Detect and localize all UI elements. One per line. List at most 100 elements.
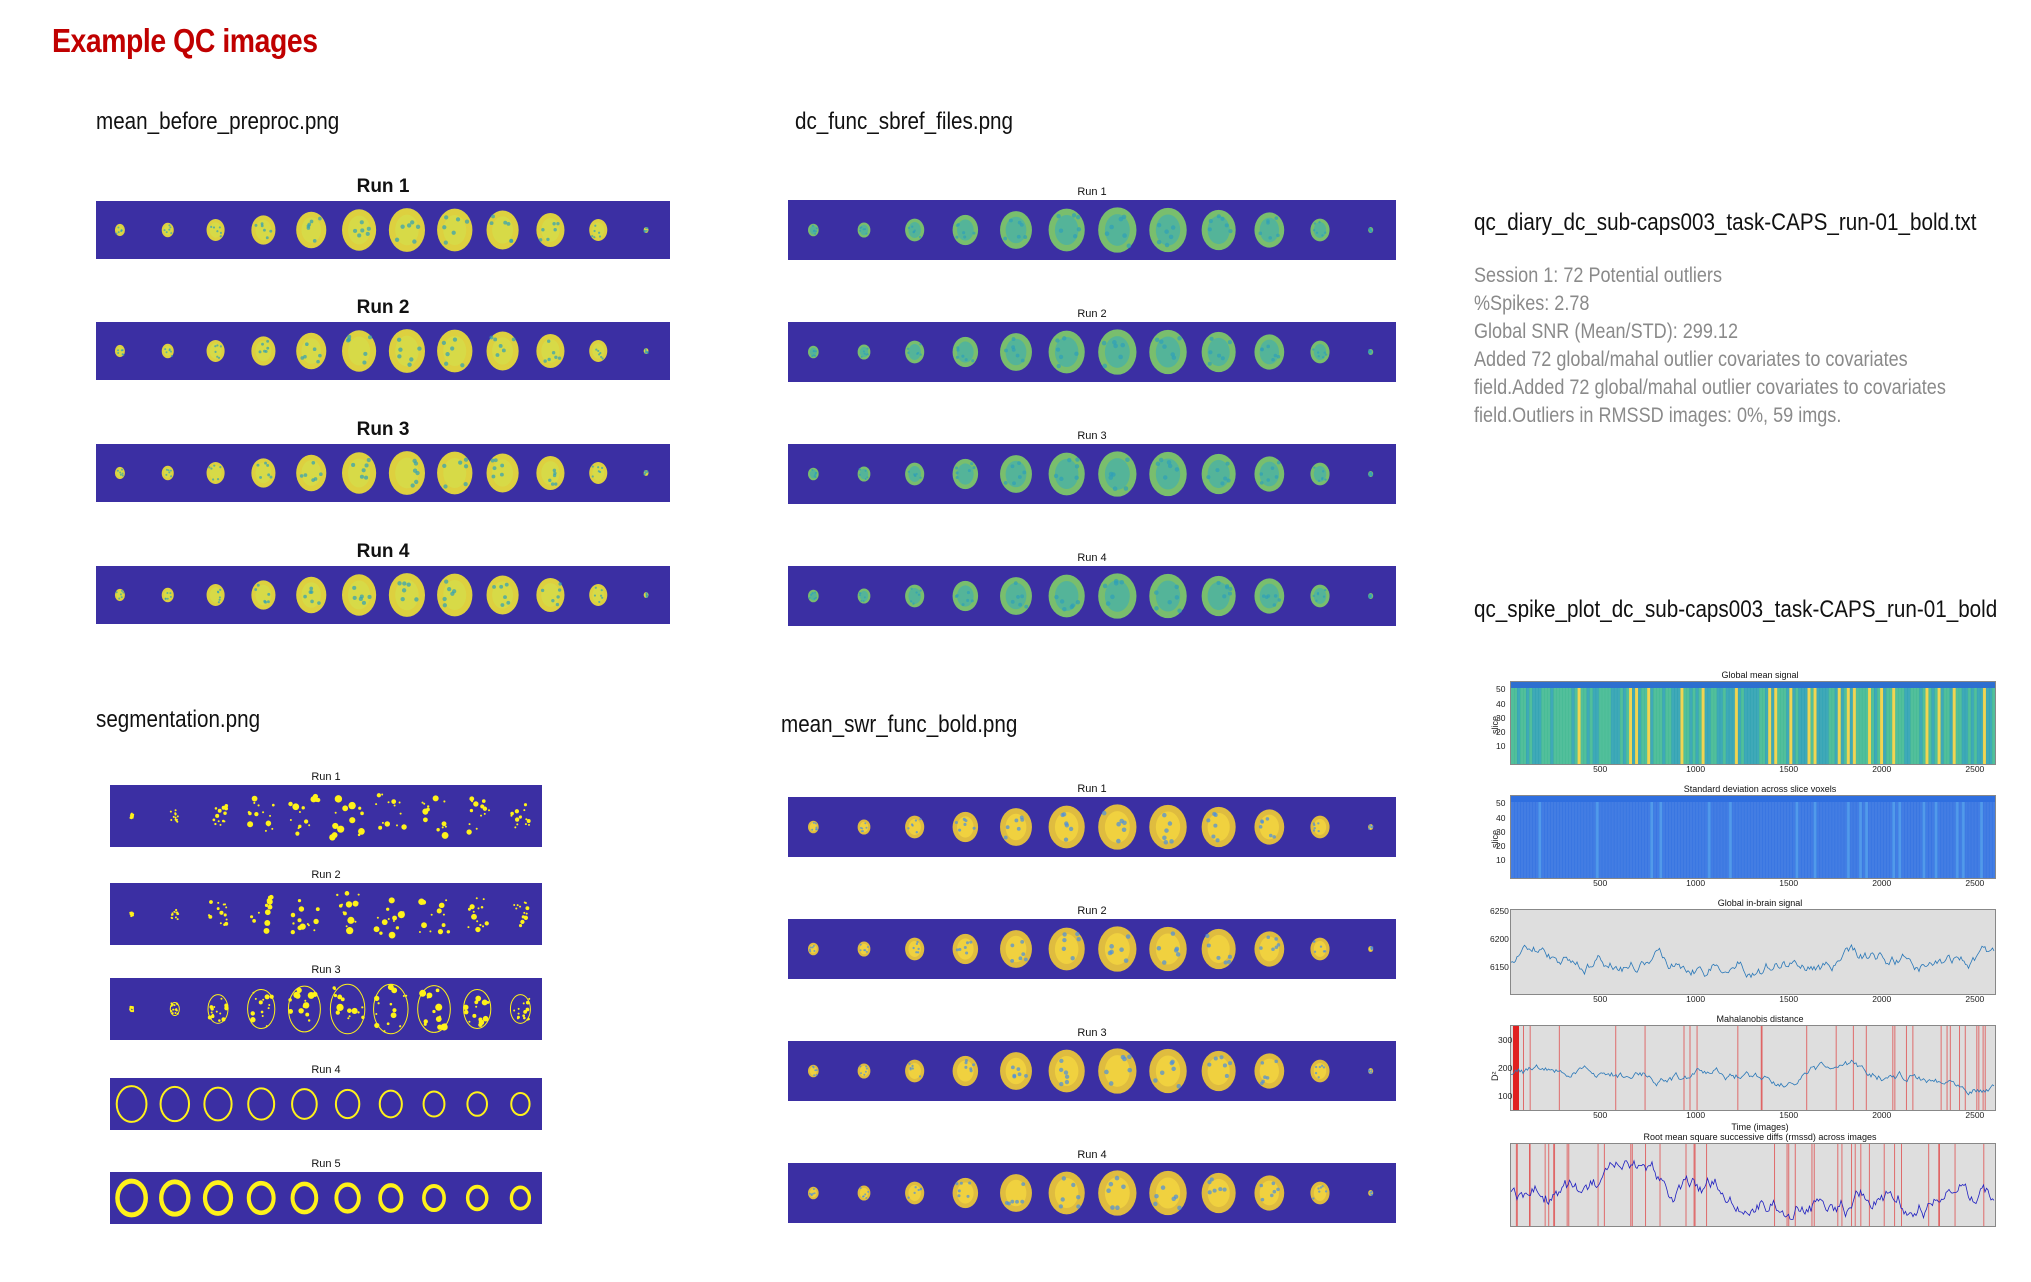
heatmap-column — [1837, 796, 1842, 878]
heatmap-column — [1771, 682, 1775, 764]
brain-slice — [952, 1055, 979, 1087]
heatmap-column — [1759, 682, 1763, 764]
brain-slice — [1310, 584, 1330, 608]
heatmap-column — [1828, 796, 1833, 878]
heatmap-column — [1610, 796, 1615, 878]
heatmap-column — [1689, 796, 1693, 878]
heatmap-column — [1568, 796, 1572, 878]
heatmap-column — [1571, 796, 1576, 878]
heatmap-column — [1689, 682, 1693, 764]
heatmap-column — [1958, 796, 1963, 878]
x-tick: 2500 — [1965, 994, 1985, 1004]
heatmap-column — [1737, 682, 1742, 764]
heatmap-column — [1680, 796, 1684, 878]
heatmap-column — [1592, 796, 1597, 878]
heatmap-column — [1713, 682, 1718, 764]
heatmap-column — [1988, 796, 1993, 878]
heatmap-column — [1922, 796, 1926, 878]
heatmap-column — [1831, 796, 1836, 878]
heatmap-column — [1991, 796, 1995, 878]
heatmap-column — [1674, 796, 1678, 878]
brain-slice — [857, 588, 871, 604]
heatmap-column — [1544, 682, 1548, 764]
brain-slice — [129, 812, 135, 820]
heatmap-column — [1940, 796, 1945, 878]
brain-slice — [114, 466, 125, 480]
brain-slice — [159, 1085, 191, 1123]
heatmap-column — [1780, 682, 1784, 764]
heatmap-column — [1858, 796, 1863, 878]
rmssd-plot — [1510, 1143, 1996, 1227]
heatmap-column — [1837, 682, 1842, 764]
heatmap-column — [1674, 682, 1678, 764]
global-mean-heatmap — [1510, 681, 1996, 765]
brain-slice — [342, 452, 377, 494]
heatmap-column — [1753, 796, 1757, 878]
y-tick: 50 — [1496, 798, 1506, 808]
mean-before-run-2-image — [96, 322, 670, 380]
brain-slice — [808, 942, 819, 956]
heatmap-column — [1622, 682, 1627, 764]
y-tick: 30 — [1496, 713, 1506, 723]
brain-slice — [1098, 1048, 1137, 1094]
y-tick: 20 — [1496, 727, 1506, 737]
heatmap-column — [1901, 682, 1905, 764]
brain-slice — [465, 1184, 489, 1212]
heatmap-column — [1553, 796, 1557, 878]
brain-slice — [1368, 592, 1374, 600]
brain-slice — [246, 1180, 276, 1216]
section-title-segmentation: segmentation.png — [96, 706, 261, 733]
brain-slice — [857, 819, 871, 835]
heatmap-column — [1668, 796, 1672, 878]
heatmap-column — [1852, 796, 1857, 878]
heatmap-column — [1910, 796, 1914, 878]
heatmap-column — [1517, 682, 1521, 764]
heatmap-column — [1982, 796, 1987, 878]
diary-line: Added 72 global/mahal outlier covariates… — [1474, 348, 1908, 371]
brain-slice — [373, 983, 409, 1035]
heatmap-column — [1692, 796, 1697, 878]
brain-slice — [1310, 815, 1330, 839]
mean-swr-run-4-image — [788, 1163, 1396, 1223]
brain-slice — [170, 908, 180, 921]
brain-slice — [1098, 329, 1137, 375]
brain-slice — [510, 803, 531, 829]
brain-slice — [296, 211, 327, 249]
brain-slice — [466, 796, 491, 835]
heatmap-column — [1976, 682, 1981, 764]
heatmap-column — [1604, 682, 1609, 764]
heatmap-column — [1889, 796, 1893, 878]
heatmap-column — [1529, 682, 1533, 764]
heatmap-column — [1607, 682, 1612, 764]
brain-slice — [334, 1182, 361, 1214]
brain-slice — [536, 455, 565, 491]
heatmap-column — [1653, 796, 1657, 878]
heatmap-column — [1713, 796, 1718, 878]
brain-slice — [388, 451, 425, 495]
brain-slice — [486, 453, 519, 493]
heatmap-column — [1867, 682, 1872, 764]
brain-slice — [247, 1087, 276, 1121]
heatmap-column — [1571, 682, 1576, 764]
brain-slice — [437, 573, 473, 617]
heatmap-column — [1707, 682, 1712, 764]
brain-slice — [589, 219, 608, 241]
heatmap-column — [1547, 796, 1551, 878]
heatmap-column — [1967, 682, 1972, 764]
heatmap-column — [1710, 796, 1715, 878]
heatmap-column — [1807, 682, 1811, 764]
brain-slice — [1201, 1172, 1236, 1214]
heatmap-column — [1583, 682, 1588, 764]
heatmap-column — [1801, 682, 1805, 764]
heatmap-column — [1511, 682, 1515, 764]
brain-slice — [1149, 804, 1187, 850]
brain-slice — [329, 983, 366, 1035]
heatmap-column — [1610, 682, 1615, 764]
brain-slice — [1201, 806, 1236, 848]
brain-slice — [1310, 937, 1330, 961]
signal-line — [1511, 1059, 1995, 1096]
heatmap-column — [1792, 682, 1796, 764]
heatmap-column — [1973, 682, 1978, 764]
heatmap-column — [1789, 796, 1793, 878]
brain-slice — [952, 580, 979, 612]
